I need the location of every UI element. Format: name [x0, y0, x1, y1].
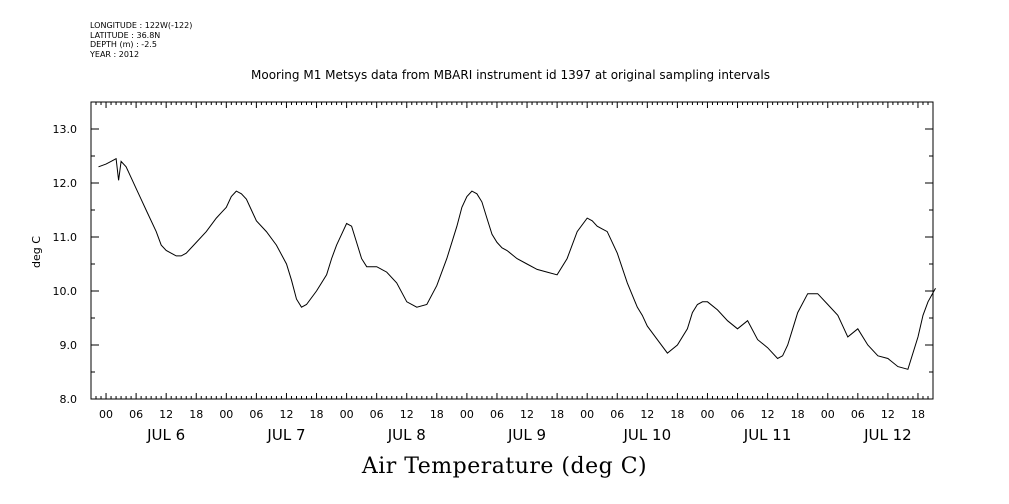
- day-label: JUL 7: [266, 426, 305, 444]
- x-tick-label: 00: [460, 408, 474, 421]
- x-tick-label: 00: [99, 408, 113, 421]
- x-tick-label: 00: [219, 408, 233, 421]
- x-tick-label: 12: [400, 408, 414, 421]
- x-tick-label: 18: [911, 408, 925, 421]
- longitude-label: LONGITUDE : 122W(-122): [90, 21, 193, 30]
- x-tick-label: 00: [700, 408, 714, 421]
- y-tick-label: 10.0: [53, 285, 78, 298]
- day-label: JUL 9: [507, 426, 546, 444]
- x-tick-label: 12: [881, 408, 895, 421]
- x-tick-label: 06: [490, 408, 504, 421]
- latitude-label: LATITUDE : 36.8N: [90, 30, 161, 40]
- y-tick-label: 8.0: [60, 393, 78, 406]
- x-tick-label: 06: [731, 408, 745, 421]
- x-tick-label: 00: [580, 408, 594, 421]
- x-tick-label: 12: [761, 408, 775, 421]
- x-tick-label: 06: [851, 408, 865, 421]
- y-tick-labels: 8.0 9.0 10.0 11.0 12.0 13.0: [53, 123, 78, 406]
- day-labels: JUL 6 JUL 7 JUL 8 JUL 9 JUL 10 JUL 11 JUL 12: [146, 426, 912, 444]
- day-label: JUL 10: [623, 426, 672, 444]
- x-tick-label: 12: [640, 408, 654, 421]
- day-label: JUL 6: [146, 426, 185, 444]
- y-tick-label: 11.0: [53, 231, 78, 244]
- chart-title: Mooring M1 Metsys data from MBARI instru…: [251, 68, 770, 82]
- x-tick-label: 06: [610, 408, 624, 421]
- x-tick-label: 12: [159, 408, 173, 421]
- metadata-block: LONGITUDE : 122W(-122) LATITUDE : 36.8N …: [90, 21, 192, 59]
- depth-label: DEPTH (m) : -2.5: [90, 40, 157, 49]
- x-tick-label: 06: [249, 408, 263, 421]
- y-tick-label: 12.0: [53, 177, 78, 190]
- day-label: JUL 11: [743, 426, 792, 444]
- x-tick-label: 12: [279, 408, 293, 421]
- x-tick-label: 18: [310, 408, 324, 421]
- day-label: JUL 8: [387, 426, 426, 444]
- year-label: YEAR : 2012: [90, 49, 140, 59]
- x-tick-label: 18: [189, 408, 203, 421]
- x-axis-label: Air Temperature (deg C): [361, 454, 648, 479]
- x-tick-label: 06: [370, 408, 384, 421]
- y-axis-label: deg C: [30, 236, 43, 268]
- y-tick-label: 13.0: [53, 123, 78, 136]
- x-tick-label: 18: [670, 408, 684, 421]
- x-tick-label: 18: [791, 408, 805, 421]
- plot-frame: [90, 101, 934, 400]
- x-tick-label: 12: [520, 408, 534, 421]
- x-tick-label: 00: [340, 408, 354, 421]
- x-tick-label: 18: [430, 408, 444, 421]
- x-tick-labels: 00 06 12 18 00 06 12 18 00 06 12 18 00 06 12 18 00 06 12 18…: [99, 408, 925, 421]
- series-line: [98, 157, 936, 370]
- x-tick-label: 00: [821, 408, 835, 421]
- day-label: JUL 12: [863, 426, 912, 444]
- axis-ticks: [90, 101, 934, 400]
- x-tick-label: 06: [129, 408, 143, 421]
- y-tick-label: 9.0: [60, 339, 78, 352]
- x-tick-label: 18: [550, 408, 564, 421]
